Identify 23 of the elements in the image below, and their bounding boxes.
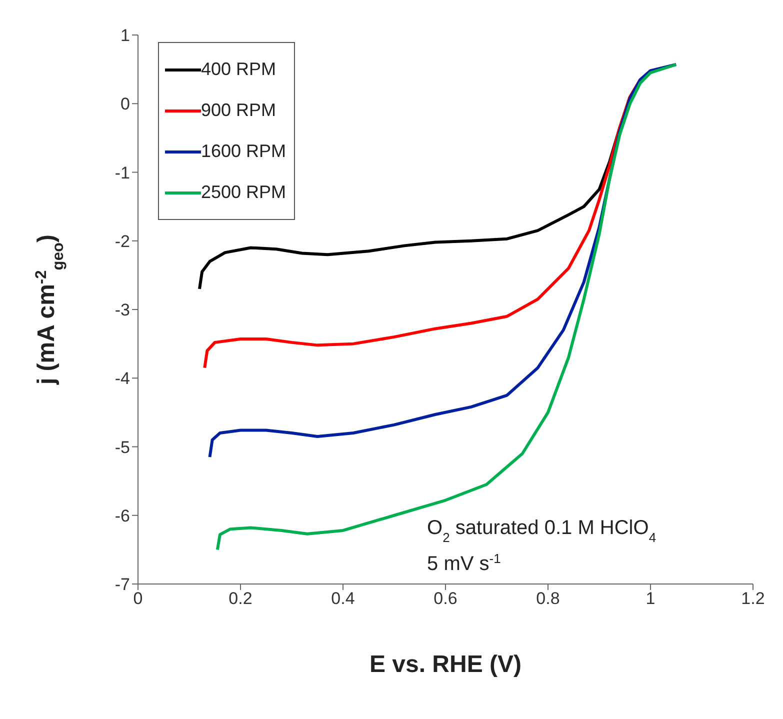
annotation: O$_{2}$ saturated 0.1 M HClO$_{4}$: [427, 517, 656, 544]
x-tick-label: 0.6: [434, 589, 458, 608]
y-tick-label: -5: [114, 438, 130, 457]
x-axis-title: E vs. RHE (V): [369, 651, 522, 678]
x-tick-label: 0.4: [331, 589, 355, 608]
y-tick-label: -2: [114, 232, 130, 251]
x-tick-label: 1: [646, 589, 656, 608]
legend-label: 1600 RPM: [201, 141, 286, 162]
y-tick-label: 1: [120, 26, 130, 46]
legend-label: 2500 RPM: [201, 182, 286, 203]
y-tick-label: 0: [120, 94, 130, 114]
x-tick-label: 0: [133, 589, 143, 608]
y-tick-label: -7: [114, 575, 130, 594]
y-tick-label: -4: [114, 369, 130, 388]
y-tick-label: -3: [114, 300, 130, 320]
y-tick-label: -1: [114, 163, 130, 182]
x-tick-label: 0.2: [228, 589, 252, 608]
y-tick-label: -6: [114, 506, 130, 526]
annotation: 5 mV s$^{-1}$: [427, 550, 501, 575]
legend-label: 900 RPM: [201, 100, 276, 121]
x-tick-label: 0.8: [536, 589, 560, 608]
legend-label: 400 RPM: [201, 59, 276, 80]
x-tick-label: 1.2: [741, 589, 765, 608]
